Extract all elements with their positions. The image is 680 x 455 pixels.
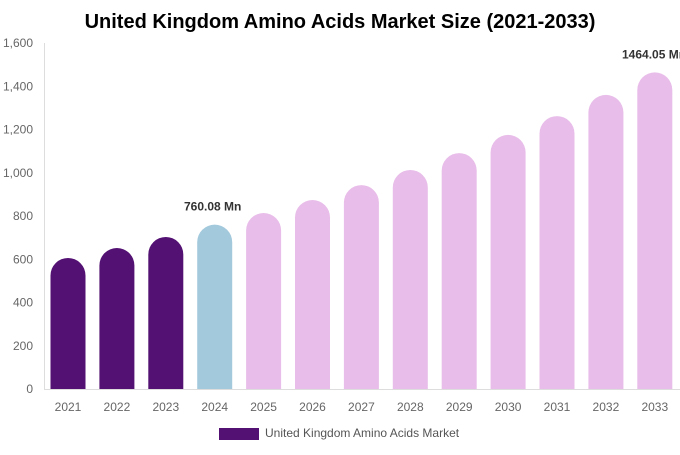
x-tick-label: 2024	[201, 400, 228, 414]
bar-2025[interactable]	[246, 212, 282, 389]
bar-2028[interactable]	[392, 169, 428, 389]
x-tick-label: 2033	[641, 400, 668, 414]
legend-swatch	[219, 428, 259, 440]
bar-2030[interactable]	[490, 134, 526, 389]
y-tick-label: 1,600	[3, 36, 33, 50]
chart-title: United Kingdom Amino Acids Market Size (…	[85, 11, 596, 33]
bar-2027[interactable]	[343, 185, 379, 389]
bar-2031[interactable]	[539, 116, 575, 389]
y-tick-label: 1,200	[3, 123, 33, 137]
x-tick-label: 2026	[299, 400, 326, 414]
y-tick-label: 800	[13, 209, 33, 223]
y-tick-label: 400	[13, 296, 33, 310]
legend[interactable]: United Kingdom Amino Acids Market	[219, 426, 460, 440]
bar-2033[interactable]	[637, 72, 673, 390]
bar-2023[interactable]	[148, 236, 184, 389]
x-tick-label: 2032	[593, 400, 620, 414]
bar-2024[interactable]	[197, 224, 233, 389]
bar-2026[interactable]	[295, 199, 330, 389]
bar-2022[interactable]	[99, 248, 135, 389]
x-tick-label: 2023	[152, 400, 179, 414]
x-tick-label: 2030	[495, 400, 522, 414]
x-tick-label: 2029	[446, 400, 473, 414]
y-tick-label: 600	[13, 252, 33, 266]
y-tick-label: 200	[13, 339, 33, 353]
x-tick-label: 2028	[397, 400, 424, 414]
bar-2029[interactable]	[441, 153, 477, 389]
x-tick-label: 2021	[55, 400, 82, 414]
data-label: 1464.05 Mn	[622, 47, 680, 61]
x-tick-label: 2027	[348, 400, 375, 414]
x-tick-label: 2022	[104, 400, 131, 414]
y-tick-label: 1,000	[3, 166, 33, 180]
x-tick-label: 2025	[250, 400, 277, 414]
y-tick-label: 1,400	[3, 79, 33, 93]
x-tick-label: 2031	[544, 400, 571, 414]
legend-label: United Kingdom Amino Acids Market	[265, 426, 460, 440]
y-tick-label: 0	[26, 382, 33, 396]
bar-2021[interactable]	[50, 257, 86, 389]
data-label: 760.08 Mn	[184, 200, 241, 214]
bar-2032[interactable]	[588, 94, 624, 390]
